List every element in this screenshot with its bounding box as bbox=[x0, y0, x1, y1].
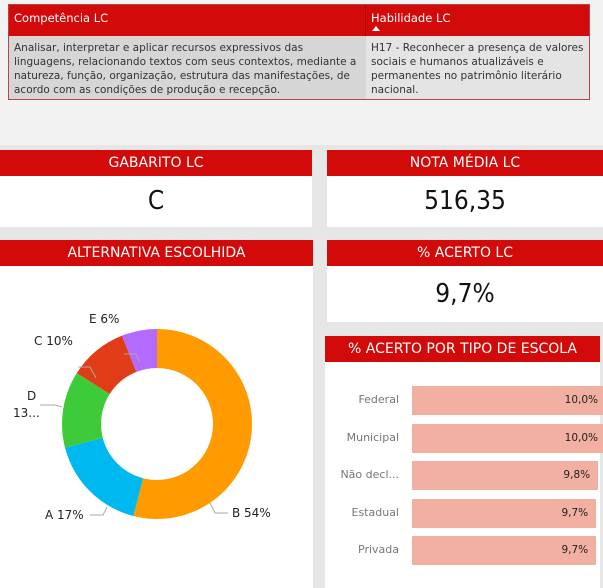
leader-line-a bbox=[90, 506, 108, 516]
bar-label: Municipal bbox=[346, 430, 399, 444]
bar-row: Municipal 10,0% bbox=[325, 423, 603, 453]
bar-privada[interactable]: 9,7% bbox=[412, 536, 597, 565]
column-header-competencia[interactable]: Competência LC bbox=[9, 5, 366, 36]
column-header-habilidade-label: Habilidade LC bbox=[371, 11, 451, 25]
bar-value: 9,7% bbox=[561, 506, 589, 519]
donut-chart bbox=[40, 329, 252, 519]
bar-value: 9,8% bbox=[563, 469, 591, 481]
bar-federal[interactable]: 10,0% bbox=[412, 386, 603, 415]
nota-media-value: 516,35 bbox=[424, 186, 506, 216]
table-header: Competência LC Habilidade LC bbox=[9, 5, 589, 36]
label-d-value: 13... bbox=[13, 406, 40, 420]
donut-slice-a[interactable] bbox=[64, 437, 144, 517]
table-row: Analisar, interpretar e aplicar recursos… bbox=[9, 36, 589, 99]
bar-value: 9,7% bbox=[561, 544, 589, 556]
bar-label: Privada bbox=[358, 543, 399, 556]
leader-line-e bbox=[124, 353, 141, 363]
bar-row: Federal 10,0% bbox=[325, 386, 603, 415]
label-d: D bbox=[27, 389, 37, 403]
cell-competencia: Analisar, interpretar e aplicar recursos… bbox=[9, 36, 366, 99]
sort-ascending-icon bbox=[372, 26, 380, 31]
acerto-por-tipo-card: % ACERTO POR TIPO DE ESCOLA Federal 10,0%… bbox=[325, 336, 603, 588]
leader-line-d bbox=[40, 404, 63, 408]
leader-line-b bbox=[209, 502, 228, 514]
bar-row: Estadual 9,7% bbox=[325, 498, 600, 528]
bar-row: Não decl... 9,8% bbox=[325, 461, 600, 490]
gabarito-value: C bbox=[147, 186, 165, 216]
bar-label: Federal bbox=[358, 393, 399, 406]
label-e: E 6% bbox=[89, 312, 120, 326]
bar-estadual[interactable]: 9,7% bbox=[412, 498, 597, 528]
acerto-title: % ACERTO LC bbox=[327, 240, 603, 266]
nota-media-title: NOTA MÉDIA LC bbox=[327, 150, 603, 176]
acerto-value: 9,7% bbox=[435, 279, 495, 309]
label-a: A 17% bbox=[45, 508, 84, 522]
alternativa-escolhida-card: ALTERNATIVA ESCOLHIDA E 6% C 10% D 13...… bbox=[0, 240, 313, 588]
label-c: C 10% bbox=[34, 334, 73, 348]
column-header-habilidade[interactable]: Habilidade LC bbox=[366, 5, 589, 36]
donut-slice-e[interactable] bbox=[122, 329, 157, 372]
bar-row: Privada 9,7% bbox=[325, 536, 600, 565]
donut-slice-d[interactable] bbox=[62, 373, 110, 448]
bar-municipal[interactable]: 10,0% bbox=[412, 423, 603, 453]
gabarito-card: GABARITO LC C bbox=[0, 150, 312, 227]
bar-value: 10,0% bbox=[564, 394, 598, 406]
nota-media-card: NOTA MÉDIA LC 516,35 bbox=[327, 150, 603, 227]
gabarito-title: GABARITO LC bbox=[0, 150, 312, 176]
bar-label: Estadual bbox=[351, 505, 400, 519]
donut-slice-c[interactable] bbox=[76, 335, 137, 394]
competencia-habilidade-table: Competência LC Habilidade LC Analisar, i… bbox=[8, 4, 590, 100]
acerto-card: % ACERTO LC 9,7% bbox=[327, 240, 603, 322]
label-b: B 54% bbox=[232, 506, 271, 520]
donut-slice-b[interactable] bbox=[133, 329, 252, 519]
bar-nãodecl[interactable]: 9,8% bbox=[412, 461, 599, 490]
bar-label: Não decl... bbox=[340, 468, 399, 481]
acerto-tipo-title: % ACERTO POR TIPO DE ESCOLA bbox=[325, 336, 600, 362]
bar-value: 10,0% bbox=[564, 431, 598, 444]
cell-habilidade: H17 - Reconhecer a presença de valores s… bbox=[366, 36, 589, 99]
leader-line-c bbox=[78, 366, 97, 379]
alternativa-title: ALTERNATIVA ESCOLHIDA bbox=[0, 240, 313, 266]
